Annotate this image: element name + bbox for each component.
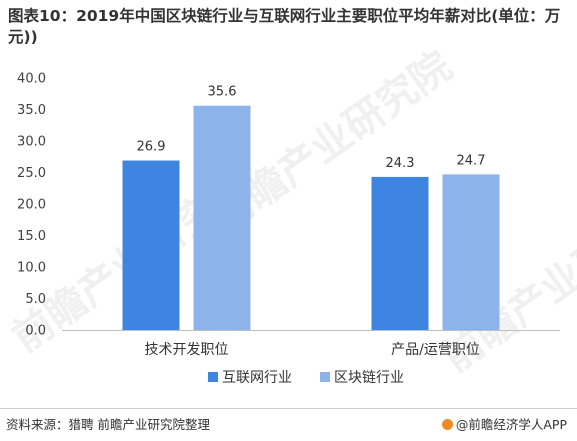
chart-title: 图表10：2019年中国区块链行业与互联网行业主要职位平均年薪对比(单位：万元)… (8, 7, 561, 46)
brand-credit: @前瞻经济学人APP (441, 414, 567, 433)
y-tick-label: 5.0 (25, 292, 46, 307)
y-tick-label: 35.0 (17, 103, 46, 118)
data-label: 35.6 (208, 85, 237, 100)
brand-logo-icon (441, 419, 453, 430)
data-label: 24.3 (386, 156, 415, 171)
source-note: 资料来源：猎聘 前瞻产业研究院整理 (6, 417, 210, 432)
y-tick-label: 40.0 (17, 72, 46, 87)
footer-divider (0, 408, 577, 409)
y-tick-label: 20.0 (17, 198, 46, 213)
data-label-group: 26.9 35.6 24.3 24.7 (137, 85, 486, 171)
legend-swatch (208, 372, 218, 382)
y-tick-label: 25.0 (17, 166, 46, 181)
data-label: 26.9 (137, 140, 166, 155)
y-tick-label: 10.0 (17, 261, 46, 276)
bar-chart: 0.0 5.0 10.0 15.0 20.0 25.0 30.0 35.0 40.0 26.9 3… (17, 72, 560, 386)
legend-label: 区块链行业 (334, 370, 404, 386)
y-axis: 0.0 5.0 10.0 15.0 20.0 25.0 30.0 35.0 40.0 (17, 72, 46, 339)
data-label: 24.7 (457, 153, 486, 168)
x-category-label: 产品/运营职位 (391, 342, 480, 358)
x-category-label: 技术开发职位 (145, 342, 229, 358)
y-tick-label: 15.0 (17, 229, 46, 244)
bar (442, 174, 500, 330)
bar (193, 105, 251, 330)
legend-swatch (320, 372, 330, 382)
y-tick-label: 30.0 (17, 135, 46, 150)
legend: 互联网行业 区块链行业 (208, 370, 404, 386)
legend-label: 互联网行业 (222, 370, 292, 386)
x-axis: 技术开发职位 产品/运营职位 (145, 342, 480, 358)
y-tick-label: 0.0 (25, 324, 46, 339)
bar-group (122, 105, 500, 330)
bar (371, 176, 429, 330)
bar (122, 160, 180, 330)
brand-credit-text: @前瞻经济学人APP (455, 417, 567, 432)
